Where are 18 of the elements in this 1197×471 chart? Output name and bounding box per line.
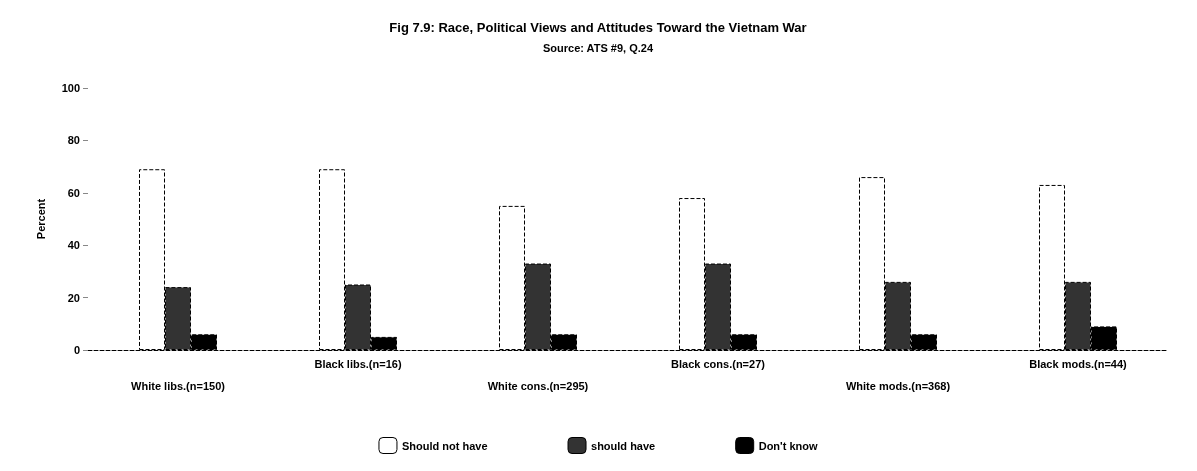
x-tick-label: White libs.(n=150) <box>131 379 226 392</box>
x-tick-label: White cons.(n=295) <box>487 379 589 392</box>
x-tick-label: Black libs.(n=16) <box>314 357 402 370</box>
legend-label: should have <box>591 439 656 452</box>
x-tick-label: White mods.(n=368) <box>845 379 951 392</box>
chart-title: Fig 7.9: Race, Political Views and Attitudes Toward the Vietnam War <box>389 20 807 35</box>
chart-subtitle: Source: ATS #9, Q.24 <box>542 41 654 54</box>
y-tick-label: 60 <box>67 186 80 199</box>
y-tick-label: 40 <box>67 239 80 252</box>
legend-label: Don't know <box>758 439 818 452</box>
legend-label: Should not have <box>401 439 488 452</box>
x-tick-label: Black mods.(n=44) <box>1029 357 1128 370</box>
x-tick-label: Black cons.(n=27) <box>671 357 766 370</box>
y-tick-label: 0 <box>73 344 80 356</box>
y-tick-label: 20 <box>67 291 80 304</box>
y-axis-title: Percent <box>34 198 47 240</box>
y-tick-label: 100 <box>61 82 80 94</box>
y-tick-label: 80 <box>67 134 80 147</box>
